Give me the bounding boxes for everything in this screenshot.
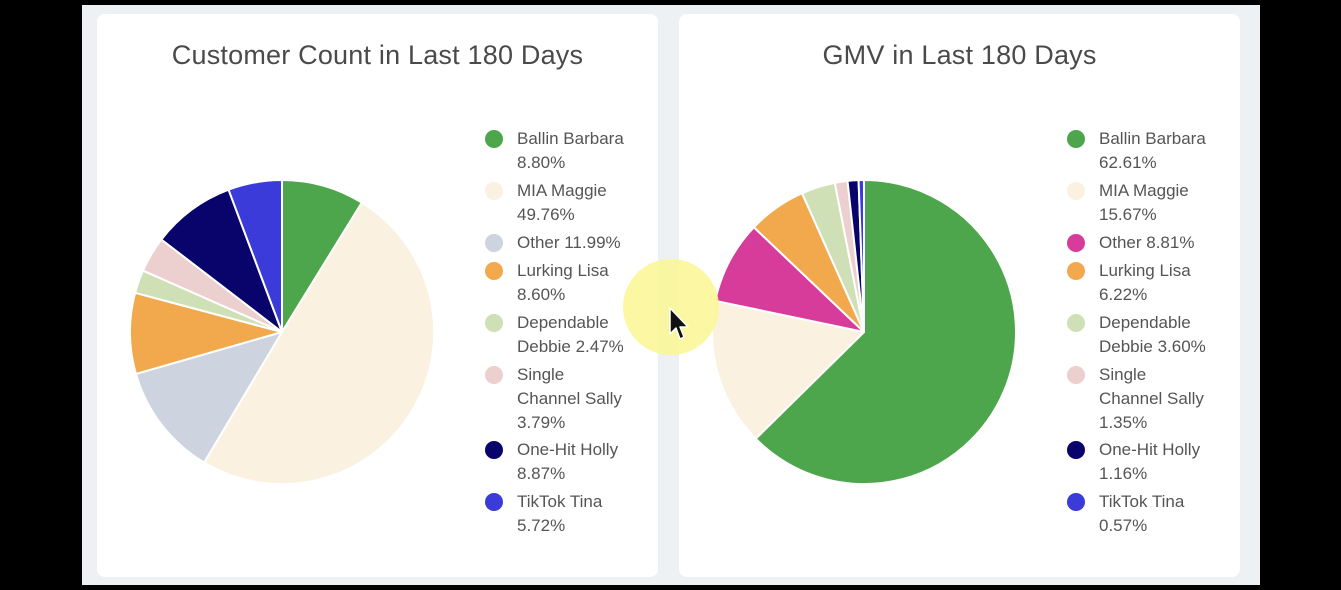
gmv-legend-item[interactable]: TikTok Tina 0.57% — [1067, 490, 1227, 538]
legend-label: 15.67% — [1099, 205, 1157, 224]
legend-swatch — [485, 314, 503, 332]
legend-label: Single — [517, 365, 565, 384]
legend-swatch — [485, 441, 503, 459]
legend-label: MIA Maggie — [1099, 181, 1189, 200]
gmv-legend-item[interactable]: Dependable Debbie 3.60% — [1067, 311, 1227, 359]
legend-label: Lurking Lisa — [1099, 261, 1191, 280]
customer-count-legend-item[interactable]: Single Channel Sally 3.79% — [485, 363, 645, 435]
gmv-title: GMV in Last 180 Days — [822, 40, 1097, 70]
legend-label: Debbie 3.60% — [1099, 337, 1206, 356]
legend-swatch — [1067, 314, 1085, 332]
cursor-highlight — [623, 259, 719, 355]
legend-swatch — [1067, 234, 1085, 252]
legend-swatch — [1067, 130, 1085, 148]
gmv-slice-ballin-barbara[interactable] — [754, 179, 1017, 485]
legend-label: Ballin Barbara — [1099, 129, 1206, 148]
dashboard-screen: Customer Count in Last 180 Days Ballin B… — [82, 5, 1260, 585]
legend-label: 8.80% — [517, 153, 566, 172]
legend-label: 8.87% — [517, 464, 566, 483]
legend-label: Ballin Barbara — [517, 129, 624, 148]
gmv-legend: Ballin Barbara 62.61% MIA Maggie 15.67% Othe… — [1067, 127, 1227, 542]
legend-swatch — [1067, 262, 1085, 280]
customer-count-slice-mia-maggie[interactable] — [203, 201, 436, 486]
gmv-card: GMV in Last 180 Days Ballin Barbara 62.61… — [679, 14, 1240, 577]
customer-count-slice-ballin-barbara[interactable] — [281, 179, 363, 333]
legend-label: Channel Sally — [517, 389, 622, 408]
customer-count-slice-other[interactable] — [134, 331, 283, 464]
legend-swatch — [1067, 182, 1085, 200]
legend-swatch — [1067, 366, 1085, 384]
mouse-pointer-icon — [669, 307, 689, 340]
gmv-legend-item[interactable]: MIA Maggie 15.67% — [1067, 179, 1227, 227]
gmv-legend-item[interactable]: Lurking Lisa 6.22% — [1067, 259, 1227, 307]
legend-swatch — [485, 130, 503, 148]
customer-count-legend-item[interactable]: One-Hit Holly 8.87% — [485, 438, 645, 486]
legend-label: Lurking Lisa — [517, 261, 609, 280]
customer-count-legend-item[interactable]: Dependable Debbie 2.47% — [485, 311, 645, 359]
legend-swatch — [485, 234, 503, 252]
legend-label: 3.79% — [517, 413, 566, 432]
gmv-pie-chart — [711, 179, 1017, 485]
gmv-legend-item[interactable]: One-Hit Holly 1.16% — [1067, 438, 1227, 486]
customer-count-slice-tiktok-tina[interactable] — [227, 179, 283, 333]
legend-label: TikTok Tina — [1099, 492, 1185, 511]
legend-swatch — [485, 366, 503, 384]
legend-swatch — [485, 262, 503, 280]
legend-label: 1.16% — [1099, 464, 1148, 483]
customer-count-slice-one-hit-holly[interactable] — [160, 188, 283, 333]
legend-label: Channel Sally — [1099, 389, 1204, 408]
legend-label: Dependable — [517, 313, 609, 332]
customer-count-legend: Ballin Barbara 8.80% MIA Maggie 49.76% Other… — [485, 127, 645, 542]
legend-label: Single — [1099, 365, 1147, 384]
legend-label: Dependable — [1099, 313, 1191, 332]
customer-count-legend-item[interactable]: Lurking Lisa 8.60% — [485, 259, 645, 307]
legend-swatch — [485, 493, 503, 511]
legend-label: 0.57% — [1099, 516, 1148, 535]
gmv-slice-tiktok-tina[interactable] — [857, 179, 865, 333]
legend-label: 1.35% — [1099, 413, 1148, 432]
legend-swatch — [485, 182, 503, 200]
customer-count-legend-item[interactable]: TikTok Tina 5.72% — [485, 490, 645, 538]
legend-label: 8.60% — [517, 285, 566, 304]
legend-label: Other 8.81% — [1099, 233, 1195, 252]
legend-label: MIA Maggie — [517, 181, 607, 200]
legend-label: TikTok Tina — [517, 492, 603, 511]
gmv-legend-item[interactable]: Other 8.81% — [1067, 231, 1227, 255]
legend-swatch — [1067, 493, 1085, 511]
legend-label: 6.22% — [1099, 285, 1148, 304]
customer-count-legend-item[interactable]: Ballin Barbara 8.80% — [485, 127, 645, 175]
gmv-legend-item[interactable]: Ballin Barbara 62.61% — [1067, 127, 1227, 175]
customer-count-legend-item[interactable]: MIA Maggie 49.76% — [485, 179, 645, 227]
legend-label: 5.72% — [517, 516, 566, 535]
legend-label: Other 11.99% — [517, 233, 621, 252]
legend-label: 49.76% — [517, 205, 575, 224]
gmv-legend-item[interactable]: Single Channel Sally 1.35% — [1067, 363, 1227, 435]
customer-count-pie-chart — [129, 179, 436, 486]
legend-swatch — [1067, 441, 1085, 459]
customer-count-legend-item[interactable]: Other 11.99% — [485, 231, 645, 255]
legend-label: One-Hit Holly — [517, 440, 619, 459]
legend-label: 62.61% — [1099, 153, 1157, 172]
customer-count-title: Customer Count in Last 180 Days — [171, 40, 584, 70]
legend-label: Debbie 2.47% — [517, 337, 624, 356]
legend-label: One-Hit Holly — [1099, 440, 1201, 459]
customer-count-card: Customer Count in Last 180 Days Ballin B… — [97, 14, 658, 577]
